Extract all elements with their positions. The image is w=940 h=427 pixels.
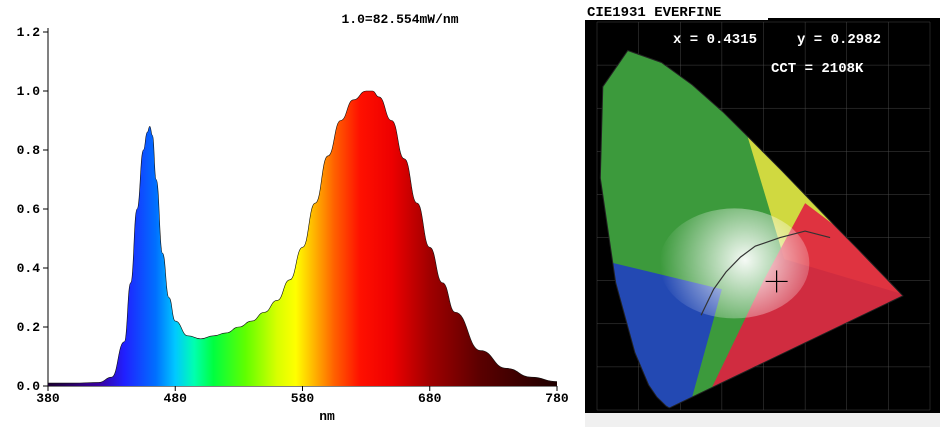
y-tick-label: 0.2 — [17, 320, 41, 335]
spectrum-outline — [47, 90, 558, 384]
spectrum-fill — [48, 91, 557, 386]
x-tick-label: 780 — [545, 391, 569, 406]
x-tick-label: 380 — [36, 391, 60, 406]
y-tick-label: 0.6 — [17, 202, 41, 217]
cie-title-box — [585, 2, 768, 20]
chromaticity-y: y = 0.2982 — [797, 32, 881, 48]
spectrum-chart: 0.0 0.2 0.4 0.6 0.8 1.0 1.2 380 480 580 680 780 1.0… — [17, 12, 569, 424]
cie-title: CIE1931 EVERFINE — [587, 5, 721, 21]
y-tick-label: 0.4 — [17, 261, 41, 276]
x-axis-label: nm — [319, 409, 335, 424]
spectrum-axes: 0.0 0.2 0.4 0.6 0.8 1.0 1.2 380 480 580 680 780 — [17, 25, 569, 406]
chromaticity-marker — [765, 270, 788, 293]
spectral-locus — [599, 49, 904, 409]
cie-diagram: CIE1931 EVERFINE x = 0.4315 y = 0.2982 C… — [585, 2, 940, 427]
y-tick-label: 0.0 — [17, 379, 41, 394]
chromaticity-x: x = 0.4315 — [673, 32, 757, 48]
cct-value: CCT = 2108K — [771, 61, 864, 77]
y-tick-label: 1.0 — [17, 84, 41, 99]
x-tick-label: 580 — [291, 391, 315, 406]
x-tick-label: 680 — [418, 391, 442, 406]
blackbody-locus — [700, 230, 831, 316]
spectrum-annotation: 1.0=82.554mW/nm — [341, 12, 458, 27]
y-tick-label: 0.8 — [17, 143, 41, 158]
cie-bottom-strip — [585, 413, 940, 427]
x-tick-label: 480 — [164, 391, 188, 406]
y-tick-label: 1.2 — [17, 25, 41, 40]
